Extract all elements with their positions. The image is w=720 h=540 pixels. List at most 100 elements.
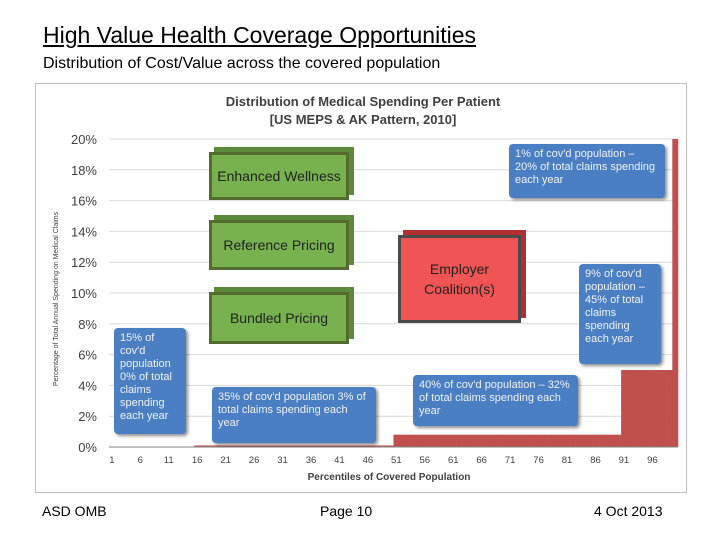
bars	[194, 139, 679, 447]
bar	[547, 434, 554, 447]
x-tick-label: 31	[277, 455, 288, 466]
y-tick-label: 4%	[78, 378, 97, 393]
bar	[643, 370, 650, 447]
chart-title: Distribution of Medical Spending Per Pat…	[226, 94, 501, 109]
bar	[421, 434, 428, 447]
x-tick-label: 51	[391, 455, 402, 466]
y-tick-label: 20%	[71, 132, 97, 147]
bar	[291, 445, 298, 447]
bar	[444, 434, 451, 447]
bar	[621, 370, 628, 447]
footer-page-number: Page 10	[320, 503, 373, 519]
bar	[256, 445, 263, 447]
bar	[632, 370, 639, 447]
note-15pct-text: 15% of cov'd population 0% of total clai…	[120, 332, 172, 422]
bar	[228, 445, 235, 447]
x-tick-label: 16	[192, 455, 203, 466]
bar	[552, 434, 559, 447]
bar	[376, 445, 383, 447]
x-tick-label: 96	[647, 455, 658, 466]
bar	[222, 445, 229, 447]
bar	[382, 445, 389, 447]
spending-chart: Distribution of Medical Spending Per Pat…	[53, 94, 679, 483]
bar	[234, 445, 241, 447]
bar	[245, 445, 252, 447]
bar	[365, 445, 372, 447]
bar	[268, 445, 275, 447]
bar	[541, 434, 548, 447]
bar	[433, 434, 440, 447]
bar	[518, 434, 525, 447]
bar	[524, 434, 531, 447]
x-tick-label: 71	[505, 455, 516, 466]
y-tick-label: 18%	[71, 163, 97, 178]
bar	[467, 434, 474, 447]
bar	[427, 434, 434, 447]
bar	[564, 434, 571, 447]
bar	[325, 445, 332, 447]
y-tick-label: 6%	[78, 348, 97, 363]
bar	[450, 434, 457, 447]
employer-coalitions-label: Employer Coalition(s)	[424, 261, 495, 297]
bar	[609, 434, 616, 447]
y-tick-label: 14%	[71, 224, 97, 239]
y-axis-label: Percentage of Total Annual Spending on M…	[53, 211, 60, 386]
x-tick-label: 76	[533, 455, 544, 466]
note-35pct: 35% of cov'd population 3% of total clai…	[212, 387, 376, 443]
bar	[359, 445, 366, 447]
reference-pricing-label: Reference Pricing	[223, 237, 335, 253]
bar	[512, 434, 519, 447]
reference-pricing-box: Reference Pricing	[209, 220, 349, 270]
bar	[262, 445, 269, 447]
bar	[279, 445, 286, 447]
slide-subtitle: Distribution of Cost/Value across the co…	[43, 55, 441, 72]
bar	[416, 434, 423, 447]
bar	[592, 434, 599, 447]
x-tick-label: 81	[562, 455, 573, 466]
note-top-1pct: 1% of cov'd population – 20% of total cl…	[509, 144, 665, 198]
chart-frame: Distribution of Medical Spending Per Pat…	[35, 83, 687, 493]
bar	[666, 370, 673, 447]
employer-coalitions-box: Employer Coalition(s)	[398, 235, 521, 323]
x-tick-label: 66	[476, 455, 487, 466]
bar	[507, 434, 514, 447]
note-9pct: 9% of cov'd population – 45% of total cl…	[579, 264, 661, 364]
slide-title: High Value Health Coverage Opportunities	[43, 22, 476, 48]
x-tick-label: 61	[448, 455, 459, 466]
bar	[672, 139, 679, 447]
bar	[217, 445, 224, 447]
bar	[302, 445, 309, 447]
bar	[484, 434, 491, 447]
x-tick-label: 21	[220, 455, 231, 466]
bar	[575, 434, 582, 447]
bar	[495, 434, 502, 447]
bar	[478, 434, 485, 447]
bar	[404, 434, 411, 447]
bar	[615, 434, 622, 447]
bar	[598, 434, 605, 447]
bundled-pricing-label: Bundled Pricing	[229, 310, 329, 326]
bar	[353, 445, 360, 447]
bar	[655, 370, 662, 447]
bar	[586, 434, 593, 447]
bar	[319, 445, 326, 447]
bar	[456, 434, 463, 447]
bar	[410, 434, 417, 447]
bar	[581, 434, 588, 447]
bundled-pricing-box: Bundled Pricing	[209, 292, 349, 344]
bar	[501, 434, 508, 447]
note-15pct: 15% of cov'd population 0% of total clai…	[114, 328, 186, 434]
chart-subtitle: [US MEPS & AK Pattern, 2010]	[270, 112, 457, 127]
y-tick-label: 12%	[71, 255, 97, 270]
note-40pct-text: 40% of cov'd population – 32% of total c…	[419, 379, 570, 417]
bar	[439, 434, 446, 447]
bar	[211, 445, 218, 447]
x-tick-label: 41	[334, 455, 345, 466]
bar	[569, 434, 576, 447]
bar	[535, 434, 542, 447]
bar	[660, 370, 667, 447]
bar	[347, 445, 354, 447]
y-tick-label: 10%	[71, 286, 97, 301]
y-tick-label: 2%	[78, 409, 97, 424]
bar	[251, 445, 258, 447]
